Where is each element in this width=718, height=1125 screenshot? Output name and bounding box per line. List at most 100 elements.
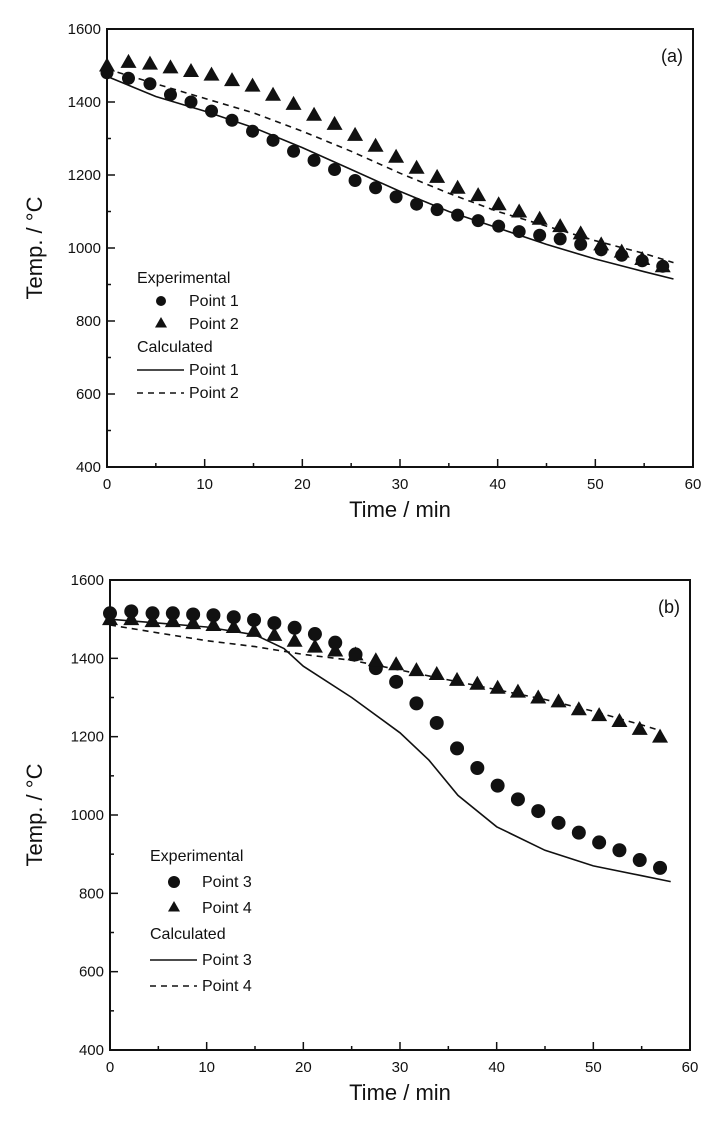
legend-item-label: Point 4	[202, 978, 252, 995]
data-point-circle	[348, 173, 362, 187]
data-point-triangle	[593, 236, 610, 251]
data-point-circle	[247, 612, 262, 627]
data-point-circle	[206, 608, 221, 623]
data-point-triangle	[123, 611, 140, 626]
y-tick-label: 1000	[71, 807, 104, 824]
calculated-line-solid	[109, 618, 671, 883]
y-tick-label: 1600	[71, 572, 104, 589]
data-point-circle	[632, 853, 647, 868]
data-point-triangle	[489, 679, 506, 694]
y-axis-label: Temp. / °C	[22, 763, 47, 866]
data-point-circle	[492, 219, 506, 233]
x-axis-label: Time / min	[349, 497, 451, 522]
x-tick-label: 10	[198, 1059, 215, 1076]
data-point-triangle	[611, 713, 628, 727]
data-point-triangle	[306, 638, 323, 653]
panel-label: (a)	[661, 46, 683, 66]
data-point-circle	[470, 761, 485, 775]
data-point-triangle	[286, 632, 303, 647]
x-tick-label: 0	[103, 476, 111, 493]
x-tick-label: 50	[585, 1059, 602, 1076]
data-point-circle	[226, 610, 241, 625]
data-point-circle	[592, 835, 607, 850]
y-tick-label: 1400	[71, 650, 104, 667]
data-point-triangle	[449, 179, 466, 194]
data-point-triangle	[224, 72, 241, 87]
data-point-circle	[307, 627, 322, 642]
x-tick-label: 40	[489, 476, 506, 493]
data-point-circle	[451, 208, 465, 222]
data-point-circle	[471, 214, 485, 228]
data-point-triangle	[550, 693, 567, 708]
y-tick-label: 600	[79, 964, 104, 981]
x-tick-label: 20	[295, 1059, 312, 1076]
data-point-circle	[430, 203, 444, 217]
legend: Experimental Point 1 Point 2 Calculated …	[137, 270, 239, 402]
chart-panel-a: 0 10 20 30 40 50 60 4006008001000120014001600 …	[22, 21, 701, 522]
data-point-circle	[266, 133, 280, 147]
data-point-circle	[163, 88, 177, 102]
x-tick-label: 20	[294, 476, 311, 493]
data-point-circle	[287, 620, 302, 635]
data-point-circle	[571, 825, 586, 840]
x-tick-label: 60	[682, 1059, 699, 1076]
data-point-triangle	[141, 55, 158, 70]
data-point-circle	[246, 124, 260, 138]
y-tick-label: 800	[79, 885, 104, 902]
data-point-circle	[369, 181, 383, 195]
y-axis: 400 600 800 1000 1200 1400 1600	[71, 572, 118, 1059]
y-tick-label: 800	[76, 313, 101, 330]
data-point-circle	[143, 77, 157, 91]
chart-panel-b: 0 10 20 30 40 50 60 4006008001000120014001600 …	[22, 572, 698, 1105]
data-point-triangle	[203, 66, 220, 81]
data-point-circle	[287, 144, 301, 158]
data-point-triangle	[182, 62, 199, 77]
legend-item-label: Point 1	[189, 293, 239, 310]
data-point-triangle	[449, 671, 466, 686]
y-tick-label: 1400	[68, 94, 101, 111]
data-point-triangle	[388, 148, 405, 163]
y-tick-label: 600	[76, 386, 101, 403]
calculated-lines	[106, 68, 674, 280]
data-point-triangle	[246, 622, 263, 637]
x-tick-label: 10	[196, 476, 213, 493]
data-point-triangle	[327, 642, 344, 657]
legend-item-label: Point 1	[189, 362, 239, 379]
panel-label: (b)	[658, 597, 680, 617]
data-point-triangle	[225, 619, 242, 633]
data-point-triangle	[530, 689, 547, 704]
data-point-triangle	[490, 196, 507, 211]
calculated-line-dashed	[106, 68, 674, 264]
y-axis-label: Temp. / °C	[22, 196, 47, 299]
data-point-circle	[429, 715, 444, 730]
data-point-triangle	[265, 86, 282, 101]
legend-marker-circle	[168, 876, 180, 888]
x-tick-label: 0	[106, 1059, 114, 1076]
data-point-triangle	[367, 137, 384, 152]
x-axis-label: Time / min	[349, 1080, 451, 1105]
data-point-circle	[121, 71, 135, 85]
data-point-triangle	[428, 666, 445, 680]
y-axis: 400 600 800 1000 1200 1400 1600	[68, 21, 115, 476]
data-point-triangle	[162, 59, 179, 74]
legend-item-label: Point 3	[202, 952, 252, 969]
y-tick-label: 400	[76, 459, 101, 476]
calculated-lines	[109, 618, 671, 883]
data-point-triangle	[326, 115, 343, 130]
y-tick-label: 1200	[71, 729, 104, 746]
data-point-triangle	[388, 656, 405, 671]
data-point-triangle	[306, 106, 323, 121]
data-point-circle	[510, 792, 525, 807]
data-point-circle	[307, 153, 321, 167]
data-point-triangle	[654, 258, 671, 273]
data-point-circle	[553, 232, 567, 246]
data-point-triangle	[634, 250, 651, 265]
data-point-triangle	[347, 126, 364, 141]
data-point-triangle	[531, 210, 548, 225]
data-point-triangle	[570, 701, 587, 716]
data-point-circle	[612, 843, 627, 858]
data-point-triangle	[285, 95, 302, 110]
data-point-circle	[389, 674, 404, 689]
legend-title-experimental: Experimental	[150, 848, 243, 865]
experimental-markers	[99, 53, 671, 273]
